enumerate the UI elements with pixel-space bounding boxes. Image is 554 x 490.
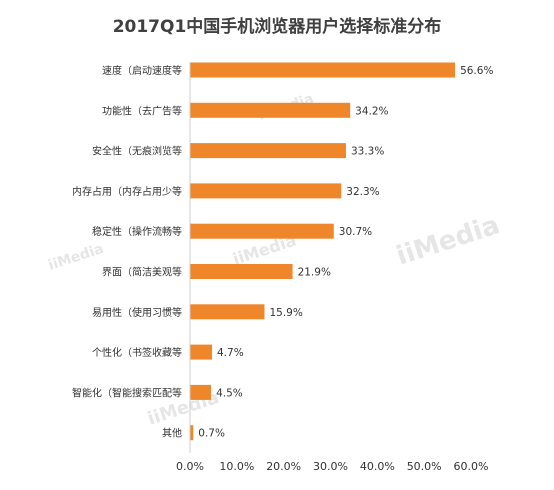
category-label: 速度（启动速度等 [102, 64, 182, 77]
category-label: 安全性（无痕浏览等 [92, 145, 182, 158]
bar [190, 143, 346, 159]
bar [190, 223, 334, 239]
value-label: 4.7% [217, 347, 244, 359]
bar [190, 102, 351, 118]
bar [190, 384, 212, 400]
x-tick-label: 50.0% [407, 460, 442, 473]
value-label: 21.9% [298, 267, 331, 279]
x-tick-label: 20.0% [266, 460, 301, 473]
value-label: 56.6% [460, 65, 493, 77]
bar [190, 425, 194, 441]
value-label: 4.5% [216, 387, 243, 399]
x-tick-label: 10.0% [219, 460, 254, 473]
value-label: 0.7% [198, 428, 225, 440]
bar [190, 304, 265, 320]
value-label: 32.3% [346, 186, 379, 198]
category-label: 功能性（去广告等 [102, 104, 182, 117]
bar [190, 62, 456, 78]
category-label: 内存占用（内存占用少等 [72, 185, 182, 198]
bar [190, 183, 342, 199]
category-label: 其他 [162, 427, 182, 440]
value-label: 15.9% [269, 307, 302, 319]
x-tick-label: 30.0% [313, 460, 348, 473]
x-tick-label: 40.0% [360, 460, 395, 473]
x-tick-label: 0.0% [176, 460, 204, 473]
category-label: 易用性（使用习惯等 [92, 306, 182, 319]
x-tick-label: 60.0% [454, 460, 489, 473]
value-label: 30.7% [339, 226, 372, 238]
bar [190, 344, 213, 360]
chart-title: 2017Q1中国手机浏览器用户选择标准分布 [113, 16, 442, 37]
bar [190, 264, 293, 279]
bars-group: 速度（启动速度等 56.6% 功能性（去广告等 34.2% 安全性（无痕浏览等 33.3%… [72, 62, 493, 441]
watermark-text: iiMedia [393, 210, 503, 271]
category-label: 个性化（书签收藏等 [92, 346, 182, 359]
category-label: 稳定性（操作流畅等 [92, 225, 182, 238]
watermark-layer: iiMediaiiMediaiiMediaiiMediaiiMedia [46, 91, 503, 430]
value-label: 34.2% [355, 105, 388, 117]
category-label: 界面（简洁美观等 [102, 266, 182, 279]
x-axis: 0.0% 10.0% 20.0% 30.0% 40.0% 50.0% 60.0% [176, 62, 488, 473]
watermark-text: iiMedia [46, 241, 105, 274]
category-label: 智能化（智能搜索匹配等 [72, 386, 182, 399]
value-label: 33.3% [351, 146, 384, 158]
